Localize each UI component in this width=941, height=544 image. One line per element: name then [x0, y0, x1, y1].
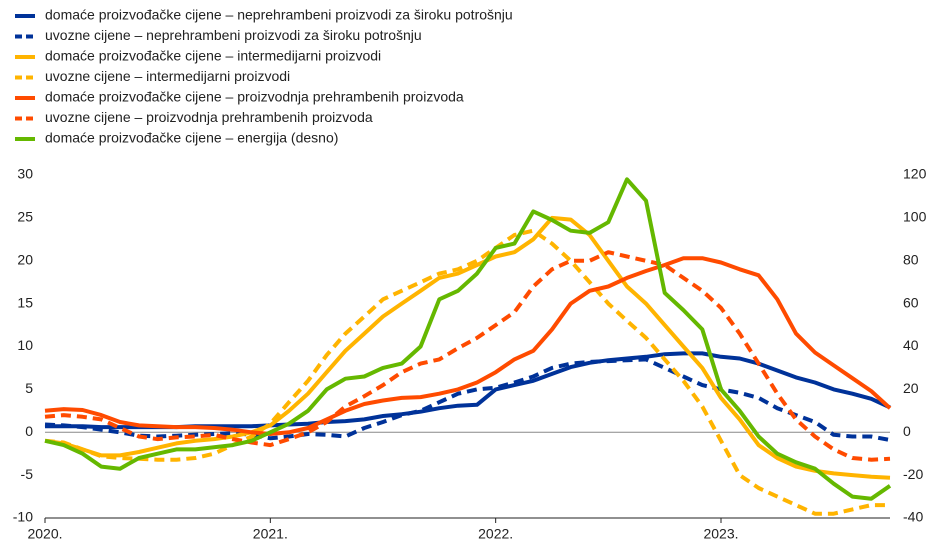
y2-tick-label: 120: [903, 166, 927, 182]
series-line: [44, 357, 891, 442]
y-tick-label: 20: [17, 251, 33, 267]
y2-tick-label: 0: [903, 423, 911, 439]
legend-label: uvozne cijene – neprehrambeni proizvodi …: [45, 27, 422, 43]
y-tick-label: 0: [25, 423, 33, 439]
y-tick-label: 30: [17, 166, 33, 182]
legend-label: domaće proizvođačke cijene – energija (d…: [45, 130, 338, 146]
legend-label: domaće proizvođačke cijene – intermedija…: [45, 48, 381, 64]
y2-tick-label: 60: [903, 294, 919, 310]
y2-tick-label: 100: [903, 209, 927, 225]
x-tick-label: 2023.: [703, 526, 738, 542]
legend-label: uvozne cijene – intermedijarni proizvodi: [45, 68, 290, 84]
y-tick-label: 10: [17, 337, 33, 353]
series-line: [44, 215, 891, 480]
x-tick-label: 2021.: [253, 526, 288, 542]
legend-label: uvozne cijene – proizvodnja prehrambenih…: [45, 109, 373, 125]
y-tick-label: 15: [17, 294, 33, 310]
y2-tick-label: 40: [903, 337, 919, 353]
y-tick-label: 25: [17, 209, 33, 225]
y2-tick-label: -40: [903, 509, 923, 525]
series-line: [44, 228, 890, 516]
x-tick-label: 2022.: [478, 526, 513, 542]
y-tick-label: -5: [21, 466, 34, 482]
x-tick-label: 2020.: [27, 526, 62, 542]
series-line: [44, 256, 892, 436]
series-line: [44, 177, 892, 501]
legend-label: domaće proizvođačke cijene – proizvodnja…: [45, 89, 464, 105]
y2-tick-label: -20: [903, 466, 923, 482]
y-tick-label: 5: [25, 380, 33, 396]
y-tick-label: -10: [13, 509, 33, 525]
legend-label: domaće proizvođačke cijene – neprehrambe…: [45, 7, 513, 23]
series-line: [44, 250, 891, 462]
y2-tick-label: 80: [903, 251, 919, 267]
y2-tick-label: 20: [903, 380, 919, 396]
